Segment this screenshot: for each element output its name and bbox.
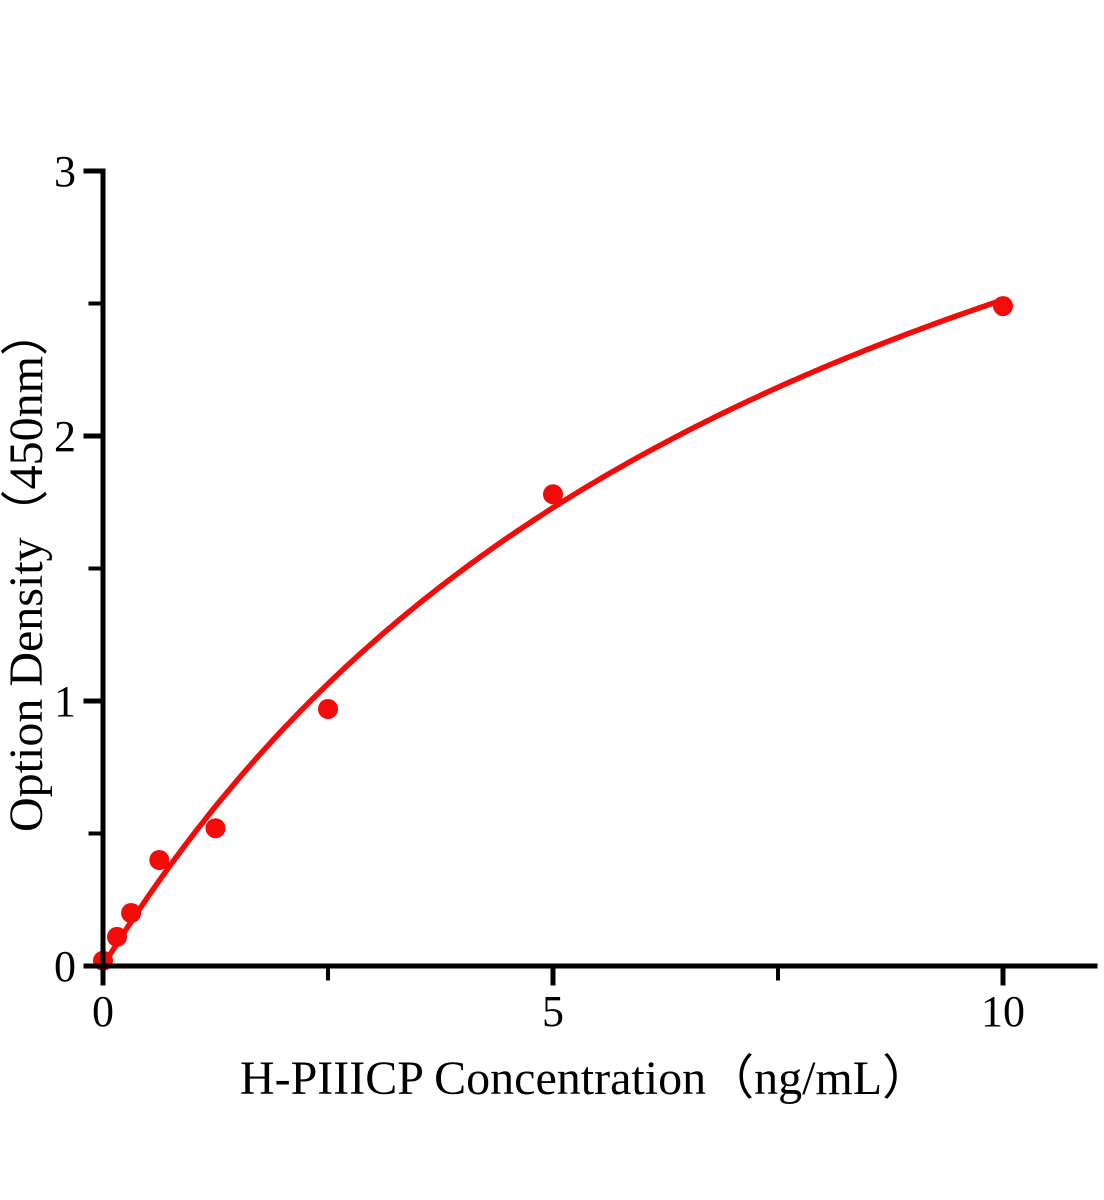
fit-curve-line	[100, 297, 1006, 969]
fit-curve-layer	[100, 297, 1006, 969]
x-tick-label: 5	[542, 987, 564, 1036]
x-axis-title: H-PIIICP Concentration（ng/mL）	[240, 1052, 930, 1105]
data-point	[121, 903, 142, 923]
y-axis-title: Option Density（450nm）	[0, 308, 53, 832]
x-tick-label: 10	[981, 987, 1025, 1036]
data-point	[993, 296, 1013, 317]
data-point	[149, 850, 170, 870]
y-tick-label: 0	[54, 942, 76, 991]
ticks-layer	[83, 168, 1006, 986]
data-point	[107, 926, 127, 947]
data-point	[205, 818, 226, 839]
y-tick-label: 1	[54, 677, 76, 726]
data-point	[318, 699, 338, 719]
axes-layer	[100, 168, 1098, 969]
y-tick-label: 2	[54, 412, 76, 461]
data-points-layer	[93, 296, 1013, 971]
data-point	[543, 484, 563, 505]
y-tick-label: 3	[54, 147, 76, 196]
x-tick-label: 0	[92, 987, 114, 1036]
tick-labels-layer: 0 5 10 0 1 2 3	[54, 147, 1025, 1036]
